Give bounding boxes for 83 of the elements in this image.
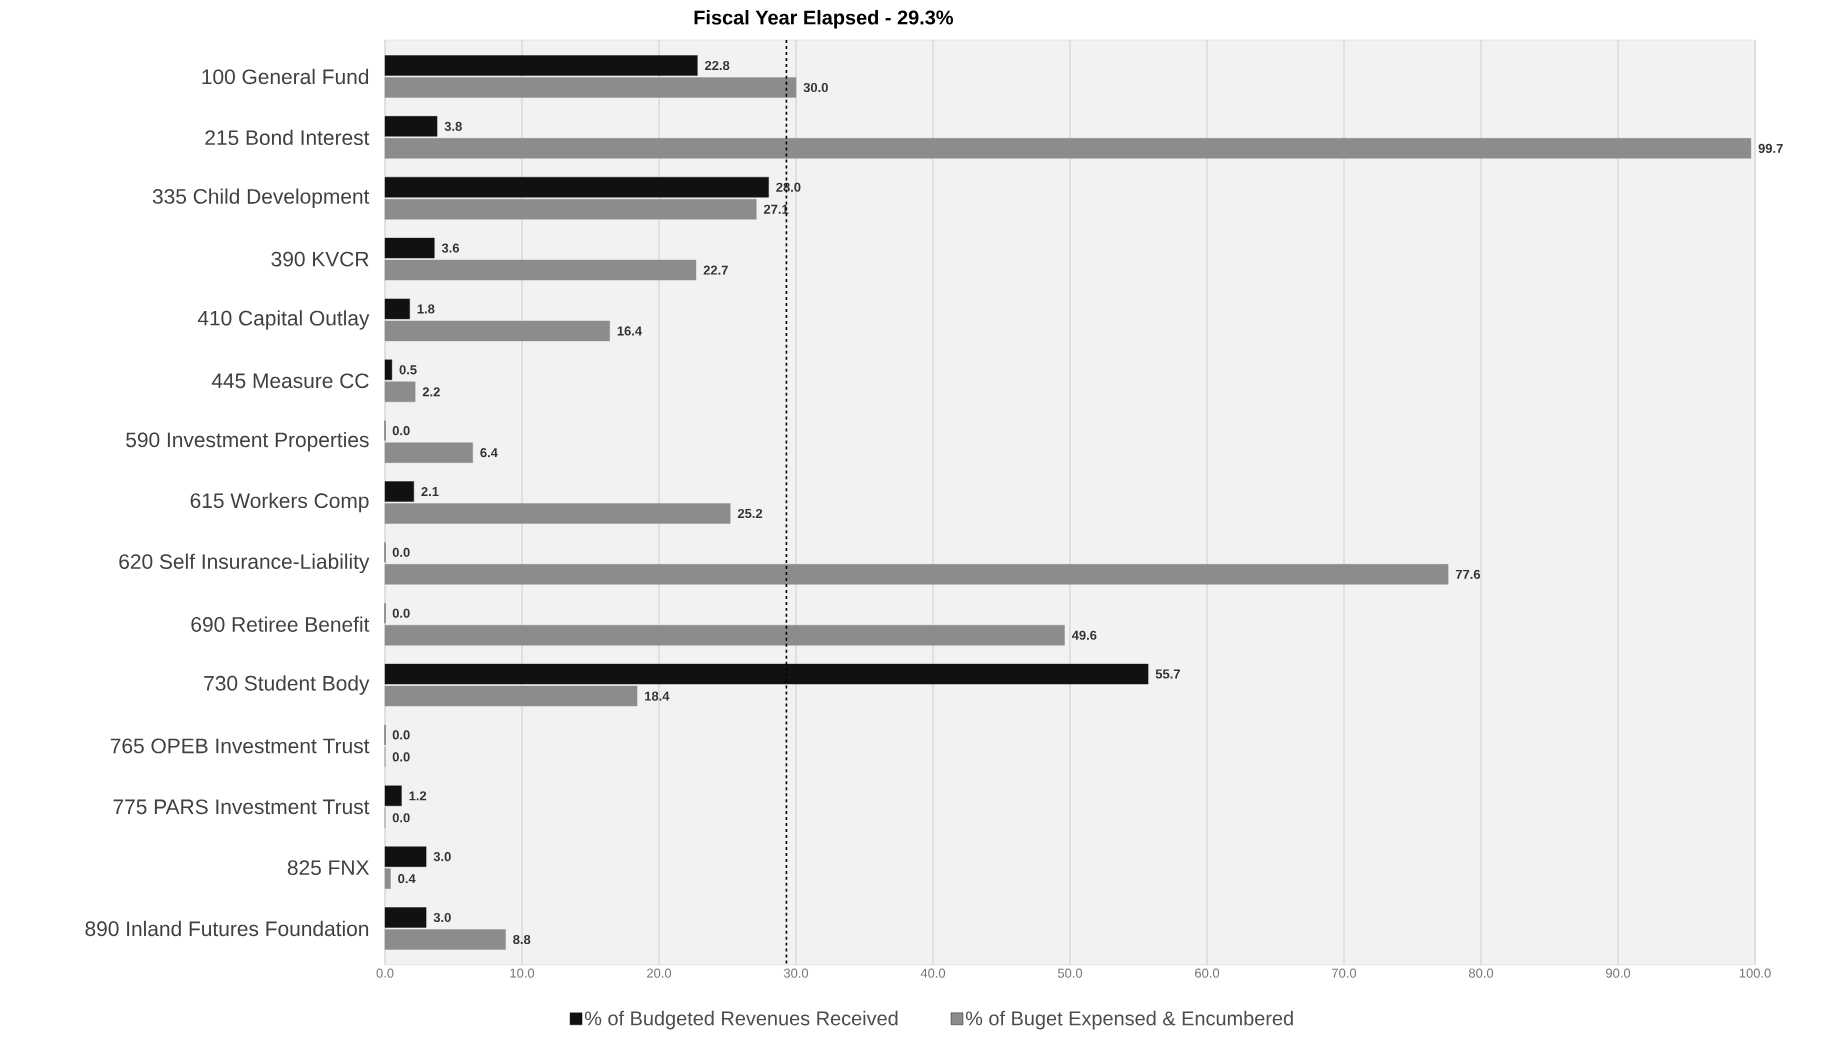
bar <box>384 77 797 98</box>
data-label: 55.7 <box>1155 669 1180 679</box>
x-tick-label: 80.0 <box>1468 968 1494 978</box>
bar <box>384 199 757 220</box>
bar <box>384 685 638 707</box>
legend-label: % of Buget Expensed & Encumbered <box>965 1010 1293 1030</box>
bar <box>384 55 698 76</box>
y-tick-label: 730 Student Body <box>204 675 370 695</box>
data-label: 8.8 <box>513 934 531 945</box>
bar <box>384 868 391 889</box>
x-tick-label: 90.0 <box>1606 968 1631 978</box>
bar <box>384 116 438 137</box>
x-tick-label: 30.0 <box>783 968 809 978</box>
bar <box>384 564 1449 585</box>
data-label: 22.7 <box>703 265 728 275</box>
data-label: 0.0 <box>392 813 410 823</box>
data-label: 0.4 <box>398 874 416 884</box>
data-label: 0.0 <box>392 426 410 436</box>
y-tick-label: 690 Retiree Benefit <box>191 616 370 632</box>
x-tick-label: 50.0 <box>1057 968 1083 978</box>
x-tick-label: 40.0 <box>920 968 946 978</box>
bar <box>384 298 410 320</box>
y-tick-label: 215 Bond Interest <box>205 129 370 146</box>
y-tick-label: 335 Child Development <box>152 188 370 208</box>
data-label: 49.6 <box>1071 630 1097 640</box>
data-label: 27.1 <box>763 204 789 214</box>
data-label: 0.0 <box>392 752 410 762</box>
bar <box>384 442 473 463</box>
bar <box>384 237 435 259</box>
bar <box>384 259 697 281</box>
bar <box>384 663 1149 685</box>
bar <box>384 359 393 380</box>
data-label: 3.8 <box>444 121 462 131</box>
data-label: 3.0 <box>433 912 451 923</box>
legend-label: % of Budgeted Revenues Received <box>584 1010 898 1030</box>
bar <box>384 177 769 198</box>
data-label: 1.2 <box>409 791 427 801</box>
x-tick-label: 100.0 <box>1739 968 1771 978</box>
data-label: 0.0 <box>392 547 410 557</box>
data-label: 0.0 <box>392 730 410 740</box>
data-label: 3.6 <box>441 243 460 253</box>
data-label: 2.1 <box>421 486 439 497</box>
y-tick-label: 410 Capital Outlay <box>197 310 370 330</box>
x-tick-label: 70.0 <box>1332 968 1357 978</box>
data-label: 2.2 <box>422 387 440 397</box>
data-label: 0.5 <box>399 365 417 375</box>
data-label: 6.4 <box>480 448 498 458</box>
data-label: 1.8 <box>417 304 435 314</box>
data-label: 28.0 <box>776 182 801 192</box>
x-tick-label: 20.0 <box>647 968 672 978</box>
data-label: 22.8 <box>705 60 730 71</box>
y-tick-label: 445 Measure CC <box>211 373 369 389</box>
bar <box>384 381 416 402</box>
bar <box>384 929 506 950</box>
bar <box>384 625 1065 646</box>
bar <box>384 320 610 342</box>
y-tick-label: 100 General Fund <box>202 68 369 85</box>
data-label: 30.0 <box>803 82 828 93</box>
y-tick-label: 620 Self Insurance-Liability <box>119 553 370 574</box>
data-label: 18.4 <box>645 691 670 701</box>
bar <box>384 481 414 502</box>
chart-title: Fiscal Year Elapsed - 29.3% <box>694 9 954 29</box>
data-label: 99.7 <box>1758 143 1783 153</box>
y-tick-label: 615 Workers Comp <box>190 492 369 513</box>
bar <box>384 503 731 524</box>
y-tick-label: 825 FNX <box>287 860 370 876</box>
y-tick-label: 775 PARS Investment Trust <box>113 799 370 815</box>
x-tick-label: 10.0 <box>510 968 535 978</box>
data-label: 77.6 <box>1455 569 1481 579</box>
y-tick-label: 590 Investment Properties <box>126 431 369 452</box>
y-tick-label: 890 Inland Futures Foundation <box>85 920 369 937</box>
data-label: 25.2 <box>737 508 763 519</box>
data-label: 16.4 <box>617 326 643 336</box>
x-tick-label: 0.0 <box>376 968 394 978</box>
y-tick-label: 765 OPEB Investment Trust <box>110 738 370 754</box>
bar <box>384 785 402 806</box>
bar <box>384 138 1752 159</box>
x-tick-label: 60.0 <box>1195 968 1220 978</box>
y-tick-label: 390 KVCR <box>271 251 369 267</box>
bar <box>384 907 427 928</box>
bar <box>384 846 427 867</box>
data-label: 3.0 <box>433 852 451 862</box>
data-label: 0.0 <box>392 608 410 618</box>
